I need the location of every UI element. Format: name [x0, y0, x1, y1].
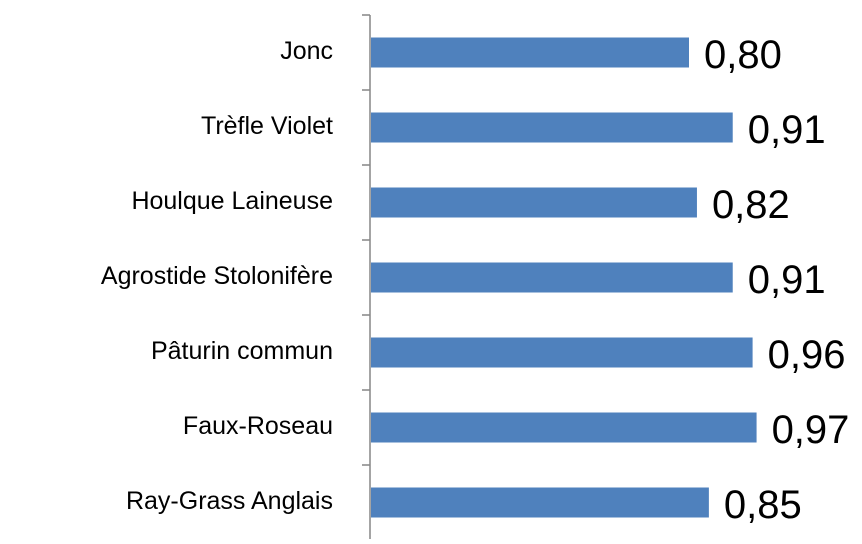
category-label: Pâturin commun [151, 337, 333, 365]
bar [371, 262, 733, 293]
bar [371, 487, 709, 518]
data-label: 0,85 [724, 483, 802, 527]
category-label: Jonc [280, 37, 333, 65]
category-label: Ray-Grass Anglais [126, 487, 333, 515]
data-label: 0,96 [768, 333, 846, 377]
bar [371, 412, 757, 443]
bar [371, 37, 689, 68]
data-label: 0,80 [704, 33, 782, 77]
data-label: 0,82 [712, 183, 790, 227]
data-label: 0,91 [748, 258, 826, 302]
data-label: 0,91 [748, 108, 826, 152]
category-label: Trèfle Violet [201, 112, 333, 140]
bar [371, 187, 697, 218]
category-label: Houlque Laineuse [131, 187, 333, 215]
category-label: Faux-Roseau [183, 412, 333, 440]
bar [371, 112, 733, 143]
bar [371, 337, 753, 368]
data-label: 0,97 [772, 408, 850, 452]
category-label: Agrostide Stolonifère [101, 262, 333, 290]
